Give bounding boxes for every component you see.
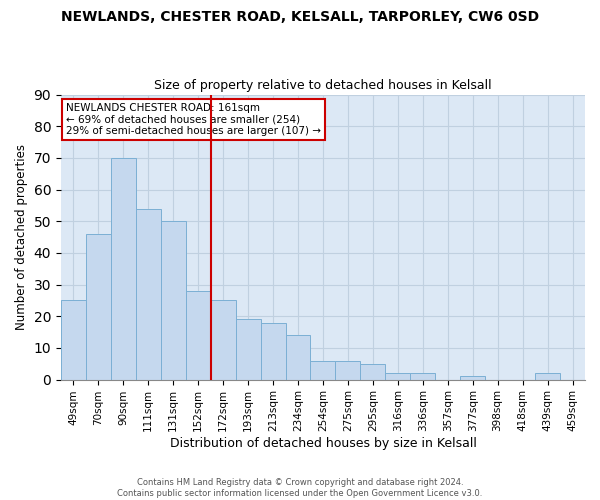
- Text: Contains HM Land Registry data © Crown copyright and database right 2024.
Contai: Contains HM Land Registry data © Crown c…: [118, 478, 482, 498]
- Bar: [385, 374, 410, 380]
- Y-axis label: Number of detached properties: Number of detached properties: [15, 144, 28, 330]
- Text: NEWLANDS, CHESTER ROAD, KELSALL, TARPORLEY, CW6 0SD: NEWLANDS, CHESTER ROAD, KELSALL, TARPORL…: [61, 10, 539, 24]
- Bar: [111, 158, 136, 380]
- Bar: [410, 374, 435, 380]
- Bar: [361, 364, 385, 380]
- Bar: [61, 300, 86, 380]
- Bar: [86, 234, 111, 380]
- Bar: [236, 320, 260, 380]
- Bar: [136, 208, 161, 380]
- Bar: [335, 360, 361, 380]
- X-axis label: Distribution of detached houses by size in Kelsall: Distribution of detached houses by size …: [170, 437, 476, 450]
- Bar: [185, 291, 211, 380]
- Bar: [286, 336, 310, 380]
- Bar: [211, 300, 236, 380]
- Title: Size of property relative to detached houses in Kelsall: Size of property relative to detached ho…: [154, 79, 492, 92]
- Text: NEWLANDS CHESTER ROAD: 161sqm
← 69% of detached houses are smaller (254)
29% of : NEWLANDS CHESTER ROAD: 161sqm ← 69% of d…: [66, 103, 321, 136]
- Bar: [460, 376, 485, 380]
- Bar: [260, 322, 286, 380]
- Bar: [310, 360, 335, 380]
- Bar: [535, 374, 560, 380]
- Bar: [161, 221, 185, 380]
